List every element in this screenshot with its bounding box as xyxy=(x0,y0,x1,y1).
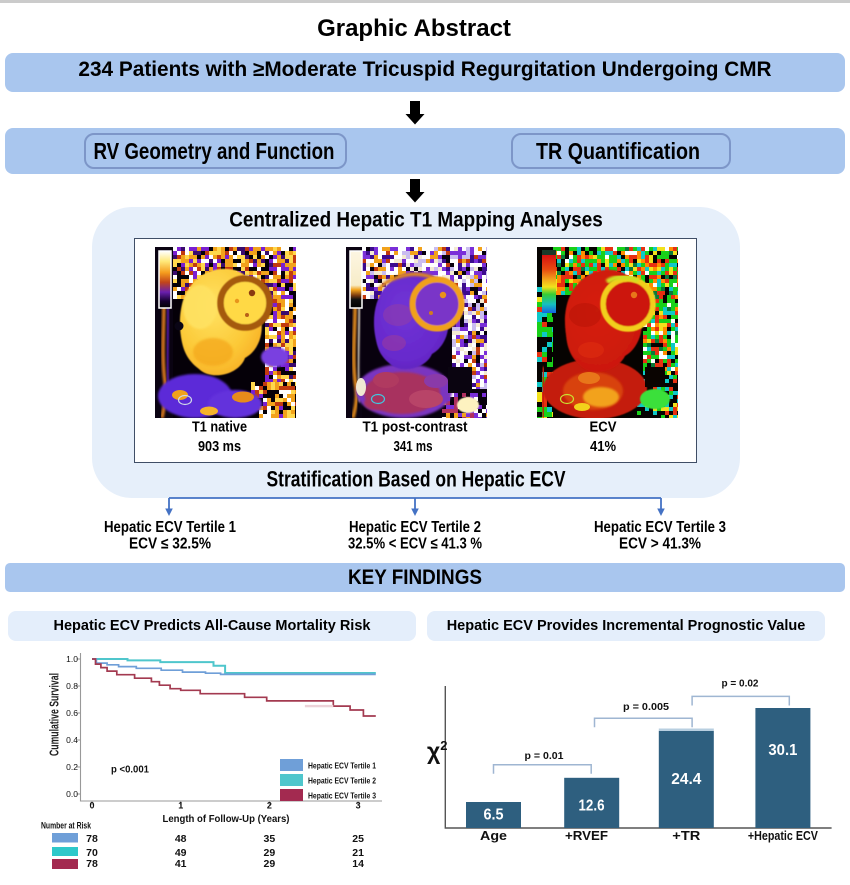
svg-text:24.4: 24.4 xyxy=(671,771,701,788)
svg-text:29: 29 xyxy=(264,847,276,859)
svg-text:KEY FINDINGS: KEY FINDINGS xyxy=(348,566,482,589)
svg-text:RV Geometry and Function: RV Geometry and Function xyxy=(94,138,335,164)
svg-text:Hepatic ECV Tertile 2: Hepatic ECV Tertile 2 xyxy=(349,519,481,536)
svg-text:+Hepatic ECV: +Hepatic ECV xyxy=(748,828,818,843)
svg-text:ECV: ECV xyxy=(590,419,617,435)
svg-text:Length of Follow-Up (Years): Length of Follow-Up (Years) xyxy=(163,813,290,825)
svg-text:2: 2 xyxy=(267,801,272,811)
svg-text:1.0: 1.0 xyxy=(66,654,78,664)
svg-text:49: 49 xyxy=(175,847,187,859)
svg-text:Hepatic ECV Tertile 1: Hepatic ECV Tertile 1 xyxy=(104,519,236,536)
svg-text:0: 0 xyxy=(89,801,94,811)
svg-text:0.4: 0.4 xyxy=(66,735,78,745)
svg-text:0.8: 0.8 xyxy=(66,681,78,691)
svg-text:ECV > 41.3%: ECV > 41.3% xyxy=(619,535,701,552)
svg-text:Stratification Based on Hepati: Stratification Based on Hepatic ECV xyxy=(267,467,566,492)
svg-text:+RVEF: +RVEF xyxy=(565,828,608,843)
svg-text:32.5% < ECV ≤ 41.3 %: 32.5% < ECV ≤ 41.3 % xyxy=(348,535,482,552)
svg-text:25: 25 xyxy=(352,833,364,845)
svg-text:0.0: 0.0 xyxy=(66,789,78,799)
svg-text:41%: 41% xyxy=(590,439,616,455)
svg-text:0.2: 0.2 xyxy=(66,762,78,772)
svg-text:0.6: 0.6 xyxy=(66,708,78,718)
svg-text:341 ms: 341 ms xyxy=(394,439,433,455)
svg-text:p = 0.005: p = 0.005 xyxy=(623,701,669,713)
svg-text:70: 70 xyxy=(86,847,98,859)
svg-text:Hepatic ECV Tertile 3: Hepatic ECV Tertile 3 xyxy=(594,519,726,536)
svg-text:6.5: 6.5 xyxy=(484,807,504,824)
svg-text:1: 1 xyxy=(178,801,183,811)
svg-text:14: 14 xyxy=(352,858,364,870)
svg-text:χ2: χ2 xyxy=(427,738,447,764)
svg-text:+TR: +TR xyxy=(672,828,701,843)
svg-text:Hepatic ECV Tertile 3: Hepatic ECV Tertile 3 xyxy=(308,792,376,801)
svg-text:29: 29 xyxy=(264,858,276,870)
svg-text:ECV ≤ 32.5%: ECV ≤ 32.5% xyxy=(129,535,211,552)
svg-text:48: 48 xyxy=(175,833,187,845)
svg-text:p <0.001: p <0.001 xyxy=(111,765,149,776)
svg-text:Centralized Hepatic T1 Mapping: Centralized Hepatic T1 Mapping Analyses xyxy=(229,208,603,232)
svg-text:35: 35 xyxy=(264,833,276,845)
svg-text:78: 78 xyxy=(86,833,98,845)
svg-text:3: 3 xyxy=(356,801,361,811)
svg-text:TR Quantification: TR Quantification xyxy=(536,138,700,164)
svg-text:Number at Risk: Number at Risk xyxy=(41,821,92,831)
svg-text:12.6: 12.6 xyxy=(579,798,605,815)
svg-text:Hepatic ECV Tertile 1: Hepatic ECV Tertile 1 xyxy=(308,762,376,771)
svg-text:T1 post-contrast: T1 post-contrast xyxy=(363,419,468,435)
svg-text:Age: Age xyxy=(480,828,507,843)
svg-text:Cumulative Survival: Cumulative Survival xyxy=(48,673,62,756)
svg-text:30.1: 30.1 xyxy=(768,742,797,759)
svg-text:T1 native: T1 native xyxy=(192,419,247,435)
svg-text:903 ms: 903 ms xyxy=(198,439,241,455)
svg-text:41: 41 xyxy=(175,858,187,870)
svg-text:p = 0.02: p = 0.02 xyxy=(722,678,759,690)
svg-text:21: 21 xyxy=(352,847,364,859)
svg-text:Hepatic ECV Tertile 2: Hepatic ECV Tertile 2 xyxy=(308,777,376,786)
svg-text:p = 0.01: p = 0.01 xyxy=(525,750,564,762)
svg-text:78: 78 xyxy=(86,858,98,870)
